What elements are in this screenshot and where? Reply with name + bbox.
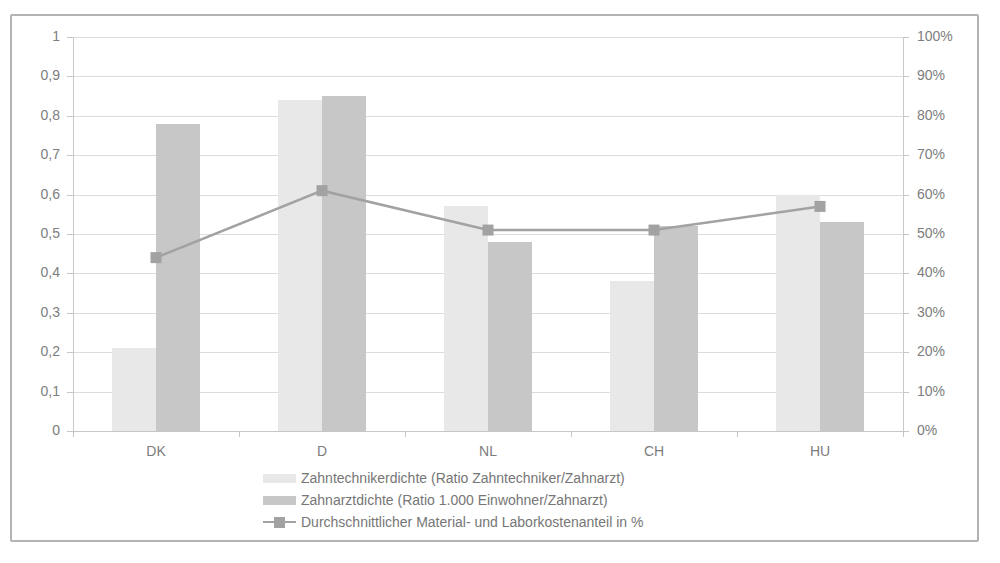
category-boundary-tick <box>903 431 904 437</box>
category-boundary-tick <box>405 431 406 437</box>
left-axis-label: 0,5 <box>8 226 60 241</box>
left-axis-label: 0,1 <box>8 384 60 399</box>
category-label: D <box>277 443 367 459</box>
legend-label: Zahnarztdichte (Ratio 1.000 Einwohner/Za… <box>301 493 608 507</box>
right-axis-label: 80% <box>917 108 945 123</box>
gridline <box>73 76 903 77</box>
left-axis-line <box>73 37 74 437</box>
bar-series1-DK <box>112 348 156 431</box>
category-label: DK <box>111 443 201 459</box>
left-axis-label: 0,6 <box>8 187 60 202</box>
gridline <box>73 116 903 117</box>
category-boundary-tick <box>239 431 240 437</box>
right-axis-label: 100% <box>917 29 953 44</box>
left-axis-label: 0,4 <box>8 265 60 280</box>
legend-item: Durchschnittlicher Material- und Laborko… <box>263 511 643 533</box>
right-axis-label: 0% <box>917 423 937 438</box>
right-axis-label: 50% <box>917 226 945 241</box>
right-axis-label: 30% <box>917 305 945 320</box>
left-axis-label: 0,2 <box>8 344 60 359</box>
chart-figure: Zahntechnikerdichte (Ratio Zahntechniker… <box>0 0 1000 563</box>
category-label: NL <box>443 443 533 459</box>
bar-series2-CH <box>654 226 698 431</box>
legend: Zahntechnikerdichte (Ratio Zahntechniker… <box>263 467 643 533</box>
right-axis-label: 70% <box>917 147 945 162</box>
right-axis-label: 60% <box>917 187 945 202</box>
bar-series2-NL <box>488 242 532 431</box>
bar-series1-HU <box>776 195 820 431</box>
x-axis-line <box>73 431 903 432</box>
legend-label: Zahntechnikerdichte (Ratio Zahntechniker… <box>301 471 625 485</box>
right-axis-line <box>903 37 904 431</box>
left-axis-label: 1 <box>8 29 60 44</box>
right-axis-label: 20% <box>917 344 945 359</box>
left-axis-label: 0 <box>8 423 60 438</box>
category-boundary-tick <box>73 431 74 437</box>
bar-series1-CH <box>610 281 654 431</box>
legend-swatch-line <box>263 516 296 529</box>
legend-line-marker <box>274 517 285 528</box>
left-axis-label: 0,8 <box>8 108 60 123</box>
category-label: HU <box>775 443 865 459</box>
legend-item: Zahntechnikerdichte (Ratio Zahntechniker… <box>263 467 643 489</box>
left-axis-label: 0,9 <box>8 68 60 83</box>
legend-label: Durchschnittlicher Material- und Laborko… <box>301 515 643 529</box>
bar-series1-NL <box>444 206 488 431</box>
legend-item: Zahnarztdichte (Ratio 1.000 Einwohner/Za… <box>263 489 643 511</box>
left-axis-label: 0,7 <box>8 147 60 162</box>
left-axis-label: 0,3 <box>8 305 60 320</box>
right-axis-label: 40% <box>917 265 945 280</box>
bar-series2-DK <box>156 124 200 431</box>
right-axis-label: 90% <box>917 68 945 83</box>
gridline <box>73 37 903 38</box>
right-axis-label: 10% <box>917 384 945 399</box>
legend-swatch-bar <box>263 474 296 483</box>
category-label: CH <box>609 443 699 459</box>
category-boundary-tick <box>571 431 572 437</box>
category-boundary-tick <box>737 431 738 437</box>
bar-series2-HU <box>820 222 864 431</box>
legend-swatch-bar <box>263 496 296 505</box>
bar-series2-D <box>322 96 366 431</box>
bar-series1-D <box>278 100 322 431</box>
